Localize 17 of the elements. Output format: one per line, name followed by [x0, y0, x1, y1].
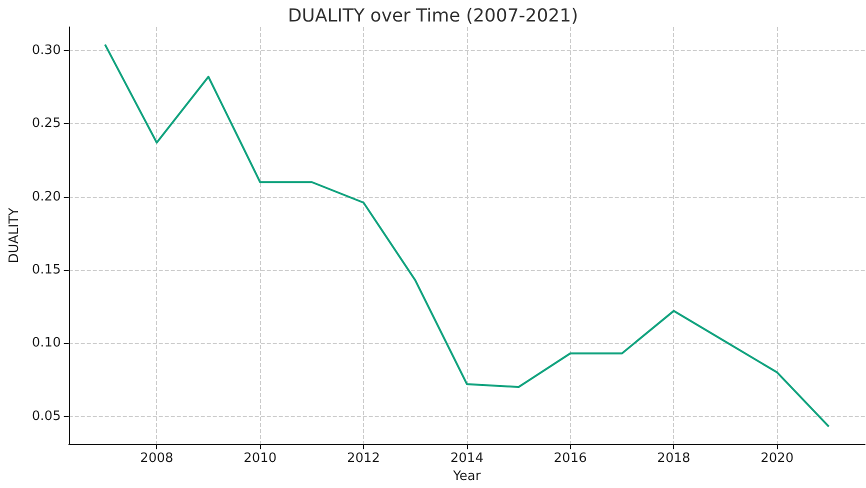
- y-tick-label: 0.05: [32, 408, 61, 424]
- x-tick-label: 2010: [244, 451, 277, 466]
- x-tick-label: 2008: [140, 451, 174, 466]
- y-axis-title: DUALITY: [7, 208, 22, 264]
- x-tick-label: 2018: [657, 451, 690, 466]
- y-tick-label: 0.10: [32, 336, 61, 351]
- y-tick-label: 0.15: [32, 262, 61, 278]
- y-tick-label: 0.20: [32, 189, 61, 204]
- y-tick-label: 0.25: [32, 116, 61, 132]
- line-series: [104, 44, 830, 428]
- x-axis-title: Year: [452, 469, 482, 484]
- x-tick-label: 2012: [346, 451, 380, 466]
- x-tick-label: 2020: [760, 451, 794, 466]
- x-tick-label: 2016: [554, 451, 587, 466]
- x-tick-label: 2014: [450, 451, 484, 466]
- chart-title: DUALITY over Time (2007-2021): [288, 6, 578, 26]
- y-tick-label: 0.30: [32, 42, 61, 58]
